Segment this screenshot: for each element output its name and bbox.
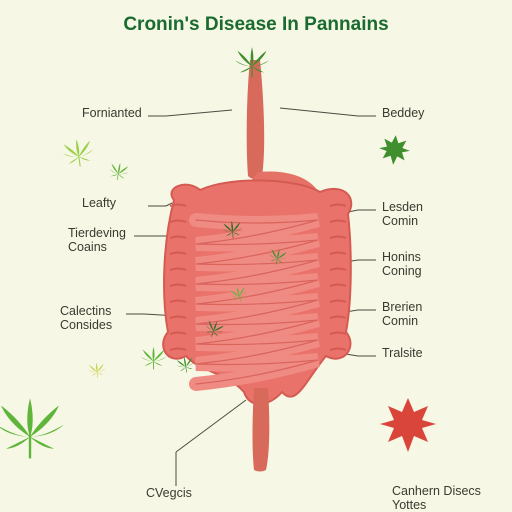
upper-right-leaf-icon [378, 134, 411, 166]
label-cvegcis: CVegcis [146, 486, 192, 500]
upper-left-2-leaf-icon [108, 161, 130, 182]
label-calectins: Calectins Consides [60, 304, 124, 333]
big-right-red-leaf-icon [380, 398, 436, 452]
big-left-leaf-icon [0, 398, 64, 458]
label-brerien: Brerien Comin [382, 300, 422, 329]
top-leaf-leaf-icon [235, 47, 269, 77]
label-tierdeving: Tierdeving Coains [68, 226, 132, 255]
label-canhern: Canhern Disecs Yottes [392, 484, 481, 512]
label-leafty: Leafty [82, 196, 146, 210]
label-honins: Honins Coning [382, 250, 422, 279]
digestive-diagram [163, 60, 351, 472]
diagram-stage [0, 0, 512, 512]
upper-left-1-leaf-icon [61, 137, 95, 169]
label-lesden: Lesden Comin [382, 200, 423, 229]
mid-left-leaf-icon [141, 347, 166, 370]
label-tralsite: Tralsite [382, 346, 423, 360]
left-yellow-leaf-icon [88, 362, 106, 378]
label-fornianted: Fornianted [82, 106, 146, 120]
label-beddey: Beddey [382, 106, 424, 120]
